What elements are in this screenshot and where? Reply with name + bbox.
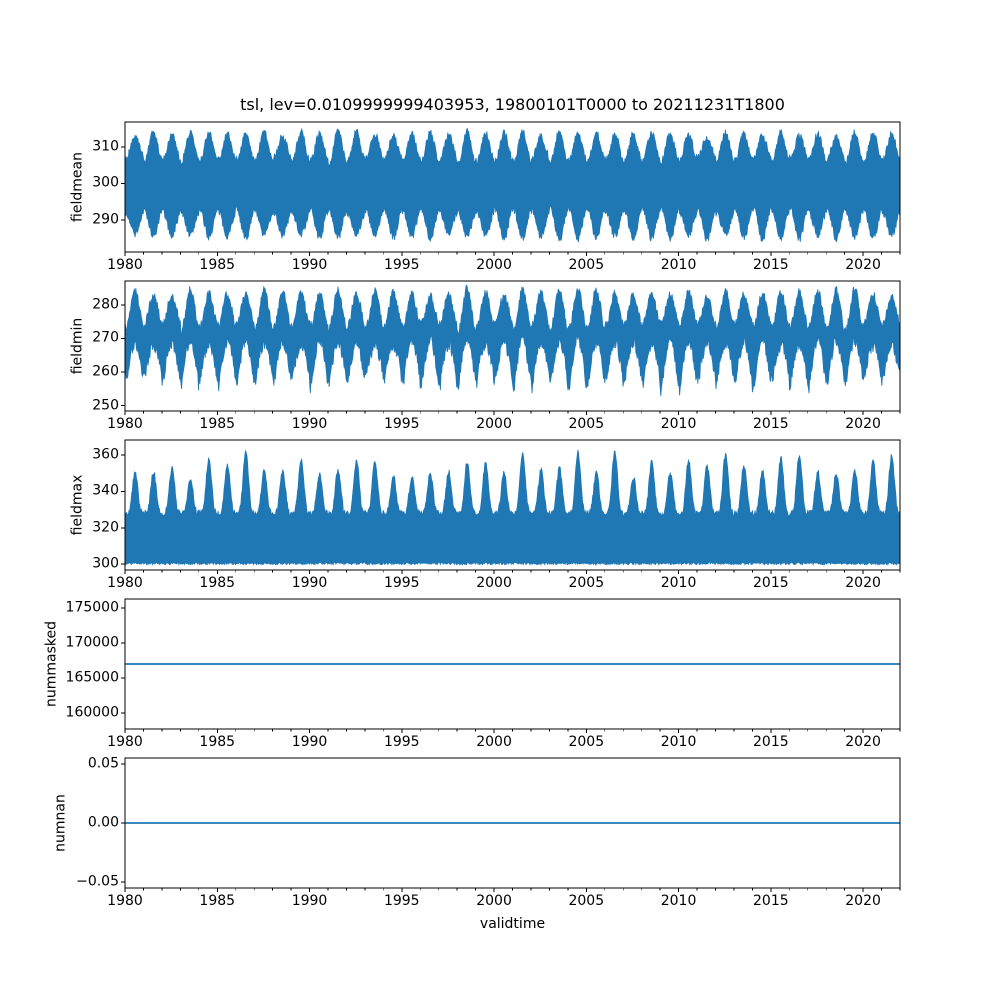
y-tick-label: 290: [92, 211, 119, 228]
y-axis-label-numnan: numnan: [51, 794, 68, 852]
y-tick-label: 340: [92, 482, 119, 499]
series-band-fieldmax: [125, 449, 900, 567]
x-tick-label: 1990: [291, 257, 328, 273]
y-tick-label: 320: [92, 519, 119, 536]
x-tick-label: 1980: [107, 734, 143, 750]
x-tick-label: 2005: [568, 734, 605, 750]
x-tick-label: 2010: [660, 893, 697, 909]
x-tick-label: 2000: [476, 893, 512, 909]
y-tick-label: 170000: [65, 634, 119, 651]
x-tick-label: 2020: [845, 734, 881, 750]
x-tick-label: 2000: [476, 257, 512, 273]
x-tick-label: 2015: [753, 257, 789, 273]
x-tick-label: 2000: [476, 734, 512, 750]
x-tick-label: 2005: [568, 893, 605, 909]
y-tick-label: 165000: [65, 669, 119, 686]
x-tick-label: 1995: [383, 734, 420, 750]
x-tick-label: 1980: [107, 257, 143, 273]
x-axis-label: validtime: [479, 916, 546, 932]
x-tick-label: 1990: [291, 893, 328, 909]
x-tick-label: 2010: [660, 734, 697, 750]
y-tick-label: 260: [92, 363, 119, 380]
x-tick-label: 2000: [476, 416, 512, 432]
series-band-fieldmean: [125, 127, 900, 244]
x-tick-label: 1990: [291, 575, 328, 591]
y-tick-label: 250: [92, 396, 119, 413]
x-tick-label: 1995: [383, 257, 420, 273]
y-tick-label: −0.05: [76, 873, 119, 890]
x-tick-label: 2005: [568, 257, 605, 273]
x-tick-label: 2005: [568, 575, 605, 591]
x-tick-label: 1985: [199, 575, 236, 591]
x-tick-label: 2010: [660, 257, 697, 273]
x-tick-label: 1990: [291, 734, 328, 750]
y-axis-label-nummasked: nummasked: [42, 620, 59, 708]
x-tick-label: 1985: [199, 416, 236, 432]
y-axis-label-fieldmax: fieldmax: [69, 474, 86, 536]
x-tick-label: 1995: [383, 416, 420, 432]
x-tick-label: 1985: [199, 734, 236, 750]
y-tick-label: 310: [92, 138, 119, 155]
x-tick-label: 2020: [845, 893, 881, 909]
y-tick-label: 300: [92, 555, 119, 572]
x-tick-label: 1980: [107, 416, 143, 432]
y-axis-label-fieldmean: fieldmean: [69, 152, 86, 222]
x-tick-label: 2015: [753, 575, 789, 591]
x-tick-label: 2015: [753, 893, 789, 909]
figure-title: tsl, lev=0.0109999999403953, 19800101T00…: [240, 95, 785, 114]
y-axis-label-fieldmin: fieldmin: [69, 317, 86, 375]
x-tick-label: 1995: [383, 893, 420, 909]
x-tick-label: 2015: [753, 416, 789, 432]
x-tick-label: 1985: [199, 257, 236, 273]
x-tick-label: 2020: [845, 416, 881, 432]
y-tick-label: 280: [92, 296, 119, 313]
x-tick-label: 2020: [845, 575, 881, 591]
x-tick-label: 1995: [383, 575, 420, 591]
y-tick-label: 175000: [65, 599, 119, 616]
y-tick-label: 0.00: [87, 814, 119, 831]
x-tick-label: 1990: [291, 416, 328, 432]
x-tick-label: 2005: [568, 416, 605, 432]
y-tick-label: 0.05: [87, 755, 119, 772]
y-tick-label: 270: [92, 329, 119, 346]
x-tick-label: 1980: [107, 893, 143, 909]
x-tick-label: 2015: [753, 734, 789, 750]
x-tick-label: 2000: [476, 575, 512, 591]
x-tick-label: 1980: [107, 575, 143, 591]
y-tick-label: 300: [92, 174, 119, 191]
x-tick-label: 1985: [199, 893, 236, 909]
x-tick-label: 2020: [845, 257, 881, 273]
y-tick-label: 160000: [65, 704, 119, 721]
x-tick-label: 2010: [660, 416, 697, 432]
y-tick-label: 360: [92, 446, 119, 463]
x-tick-label: 2010: [660, 575, 697, 591]
series-band-fieldmin: [125, 284, 900, 397]
